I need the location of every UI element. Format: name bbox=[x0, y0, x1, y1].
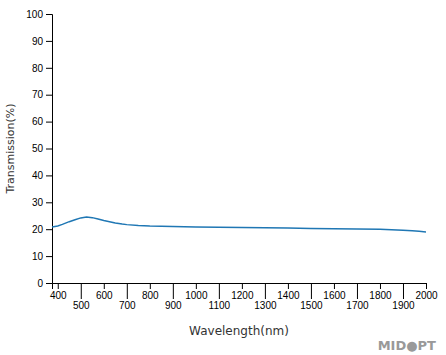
y-tick-mark bbox=[46, 283, 52, 284]
y-axis: 0 10 20 30 40 50 60 70 80 90 100 bbox=[26, 9, 52, 289]
x-tick-label: 1900 bbox=[392, 300, 415, 311]
x-tick-label: 1200 bbox=[231, 290, 254, 301]
x-tick-label: 1700 bbox=[346, 300, 369, 311]
x-tick-mark bbox=[288, 283, 289, 289]
y-tick-label: 100 bbox=[26, 9, 43, 20]
y-tick: 70 bbox=[32, 89, 52, 100]
x-tick-label: 1800 bbox=[369, 290, 392, 301]
y-tick-label: 30 bbox=[32, 197, 44, 208]
x-tick-label: 800 bbox=[142, 290, 159, 301]
y-tick-label: 20 bbox=[32, 224, 44, 235]
x-tick-mark bbox=[426, 283, 427, 289]
x-tick-mark bbox=[127, 283, 128, 299]
y-tick-mark bbox=[46, 256, 52, 257]
y-tick-mark bbox=[46, 202, 52, 203]
x-tick-label: 1400 bbox=[277, 290, 300, 301]
x-tick-mark bbox=[403, 283, 404, 299]
y-tick: 80 bbox=[32, 63, 52, 74]
x-tick: 1100 bbox=[209, 283, 231, 311]
x-tick: 1200 bbox=[231, 283, 254, 301]
y-tick-mark bbox=[46, 14, 52, 15]
x-tick-mark bbox=[173, 283, 174, 299]
y-tick-mark bbox=[46, 41, 52, 42]
y-tick: 60 bbox=[32, 116, 52, 127]
x-tick: 1800 bbox=[369, 283, 392, 301]
x-tick-label: 400 bbox=[50, 290, 67, 301]
y-axis-title: Transmission(%) bbox=[4, 103, 17, 194]
y-tick: 100 bbox=[26, 9, 52, 20]
y-axis-line bbox=[46, 15, 53, 284]
x-tick-label: 2000 bbox=[415, 290, 438, 301]
x-tick: 2000 bbox=[415, 283, 438, 301]
x-tick: 1400 bbox=[277, 283, 300, 301]
y-tick: 10 bbox=[32, 251, 52, 262]
x-axis-title: Wavelength(nm) bbox=[189, 324, 289, 338]
x-tick-label: 1600 bbox=[323, 290, 346, 301]
y-tick-mark bbox=[46, 68, 52, 69]
x-tick-label: 900 bbox=[165, 300, 182, 311]
x-tick: 1700 bbox=[346, 283, 369, 311]
x-tick-label: 1500 bbox=[300, 300, 323, 311]
x-axis: 400 500 600 700 800 9001000110012001300140015… bbox=[50, 283, 438, 311]
y-tick-mark bbox=[46, 149, 52, 150]
x-tick: 1600 bbox=[323, 283, 346, 301]
y-tick: 30 bbox=[32, 197, 52, 208]
watermark: MID●PT bbox=[378, 338, 436, 353]
chart: 4005006007008009001000110012001300140015… bbox=[0, 0, 446, 355]
y-tick: 0 bbox=[37, 278, 52, 289]
x-tick-mark bbox=[357, 283, 358, 299]
x-tick-mark bbox=[334, 283, 335, 289]
x-tick-label: 600 bbox=[96, 290, 113, 301]
y-tick: 90 bbox=[32, 36, 52, 47]
x-tick-label: 1000 bbox=[185, 290, 208, 301]
x-tick: 900 bbox=[165, 283, 182, 311]
y-tick-label: 80 bbox=[32, 63, 44, 74]
x-tick: 800 bbox=[142, 283, 159, 301]
x-tick: 500 bbox=[73, 283, 90, 311]
plot: 4005006007008009001000110012001300140015… bbox=[26, 9, 438, 311]
x-tick: 1900 bbox=[392, 283, 415, 311]
y-tick-mark bbox=[46, 122, 52, 123]
x-tick-label: 500 bbox=[73, 300, 90, 311]
y-tick-mark bbox=[46, 95, 52, 96]
x-tick: 1500 bbox=[300, 283, 323, 311]
transmission-line bbox=[52, 217, 426, 232]
x-tick: 700 bbox=[119, 283, 136, 311]
x-tick-mark bbox=[219, 283, 220, 299]
y-tick-label: 0 bbox=[37, 278, 43, 289]
x-tick-mark bbox=[265, 283, 266, 299]
x-tick-mark bbox=[380, 283, 381, 289]
x-tick-mark bbox=[311, 283, 312, 299]
x-tick-mark bbox=[81, 283, 82, 299]
y-tick-label: 90 bbox=[32, 36, 44, 47]
x-tick-label: 700 bbox=[119, 300, 136, 311]
y-tick-label: 70 bbox=[32, 89, 44, 100]
y-tick-label: 40 bbox=[32, 170, 44, 181]
y-tick-label: 10 bbox=[32, 251, 44, 262]
x-tick: 1300 bbox=[254, 283, 277, 311]
x-tick-mark bbox=[104, 283, 105, 289]
x-axis-line bbox=[53, 284, 427, 290]
marks bbox=[52, 217, 426, 232]
y-tick-label: 50 bbox=[32, 143, 44, 154]
x-tick: 1000 bbox=[185, 283, 208, 301]
x-tick: 400 bbox=[50, 283, 67, 301]
y-tick: 20 bbox=[32, 224, 52, 235]
x-tick-label: 1100 bbox=[209, 300, 231, 311]
y-tick-mark bbox=[46, 229, 52, 230]
y-tick-mark bbox=[46, 175, 52, 176]
y-tick: 40 bbox=[32, 170, 52, 181]
y-tick-label: 60 bbox=[32, 116, 44, 127]
x-tick-mark bbox=[150, 283, 151, 289]
x-tick-mark bbox=[242, 283, 243, 289]
x-tick-label: 1300 bbox=[254, 300, 277, 311]
x-tick-mark bbox=[196, 283, 197, 289]
x-tick-mark bbox=[58, 283, 59, 289]
x-tick: 600 bbox=[96, 283, 113, 301]
y-tick: 50 bbox=[32, 143, 52, 154]
